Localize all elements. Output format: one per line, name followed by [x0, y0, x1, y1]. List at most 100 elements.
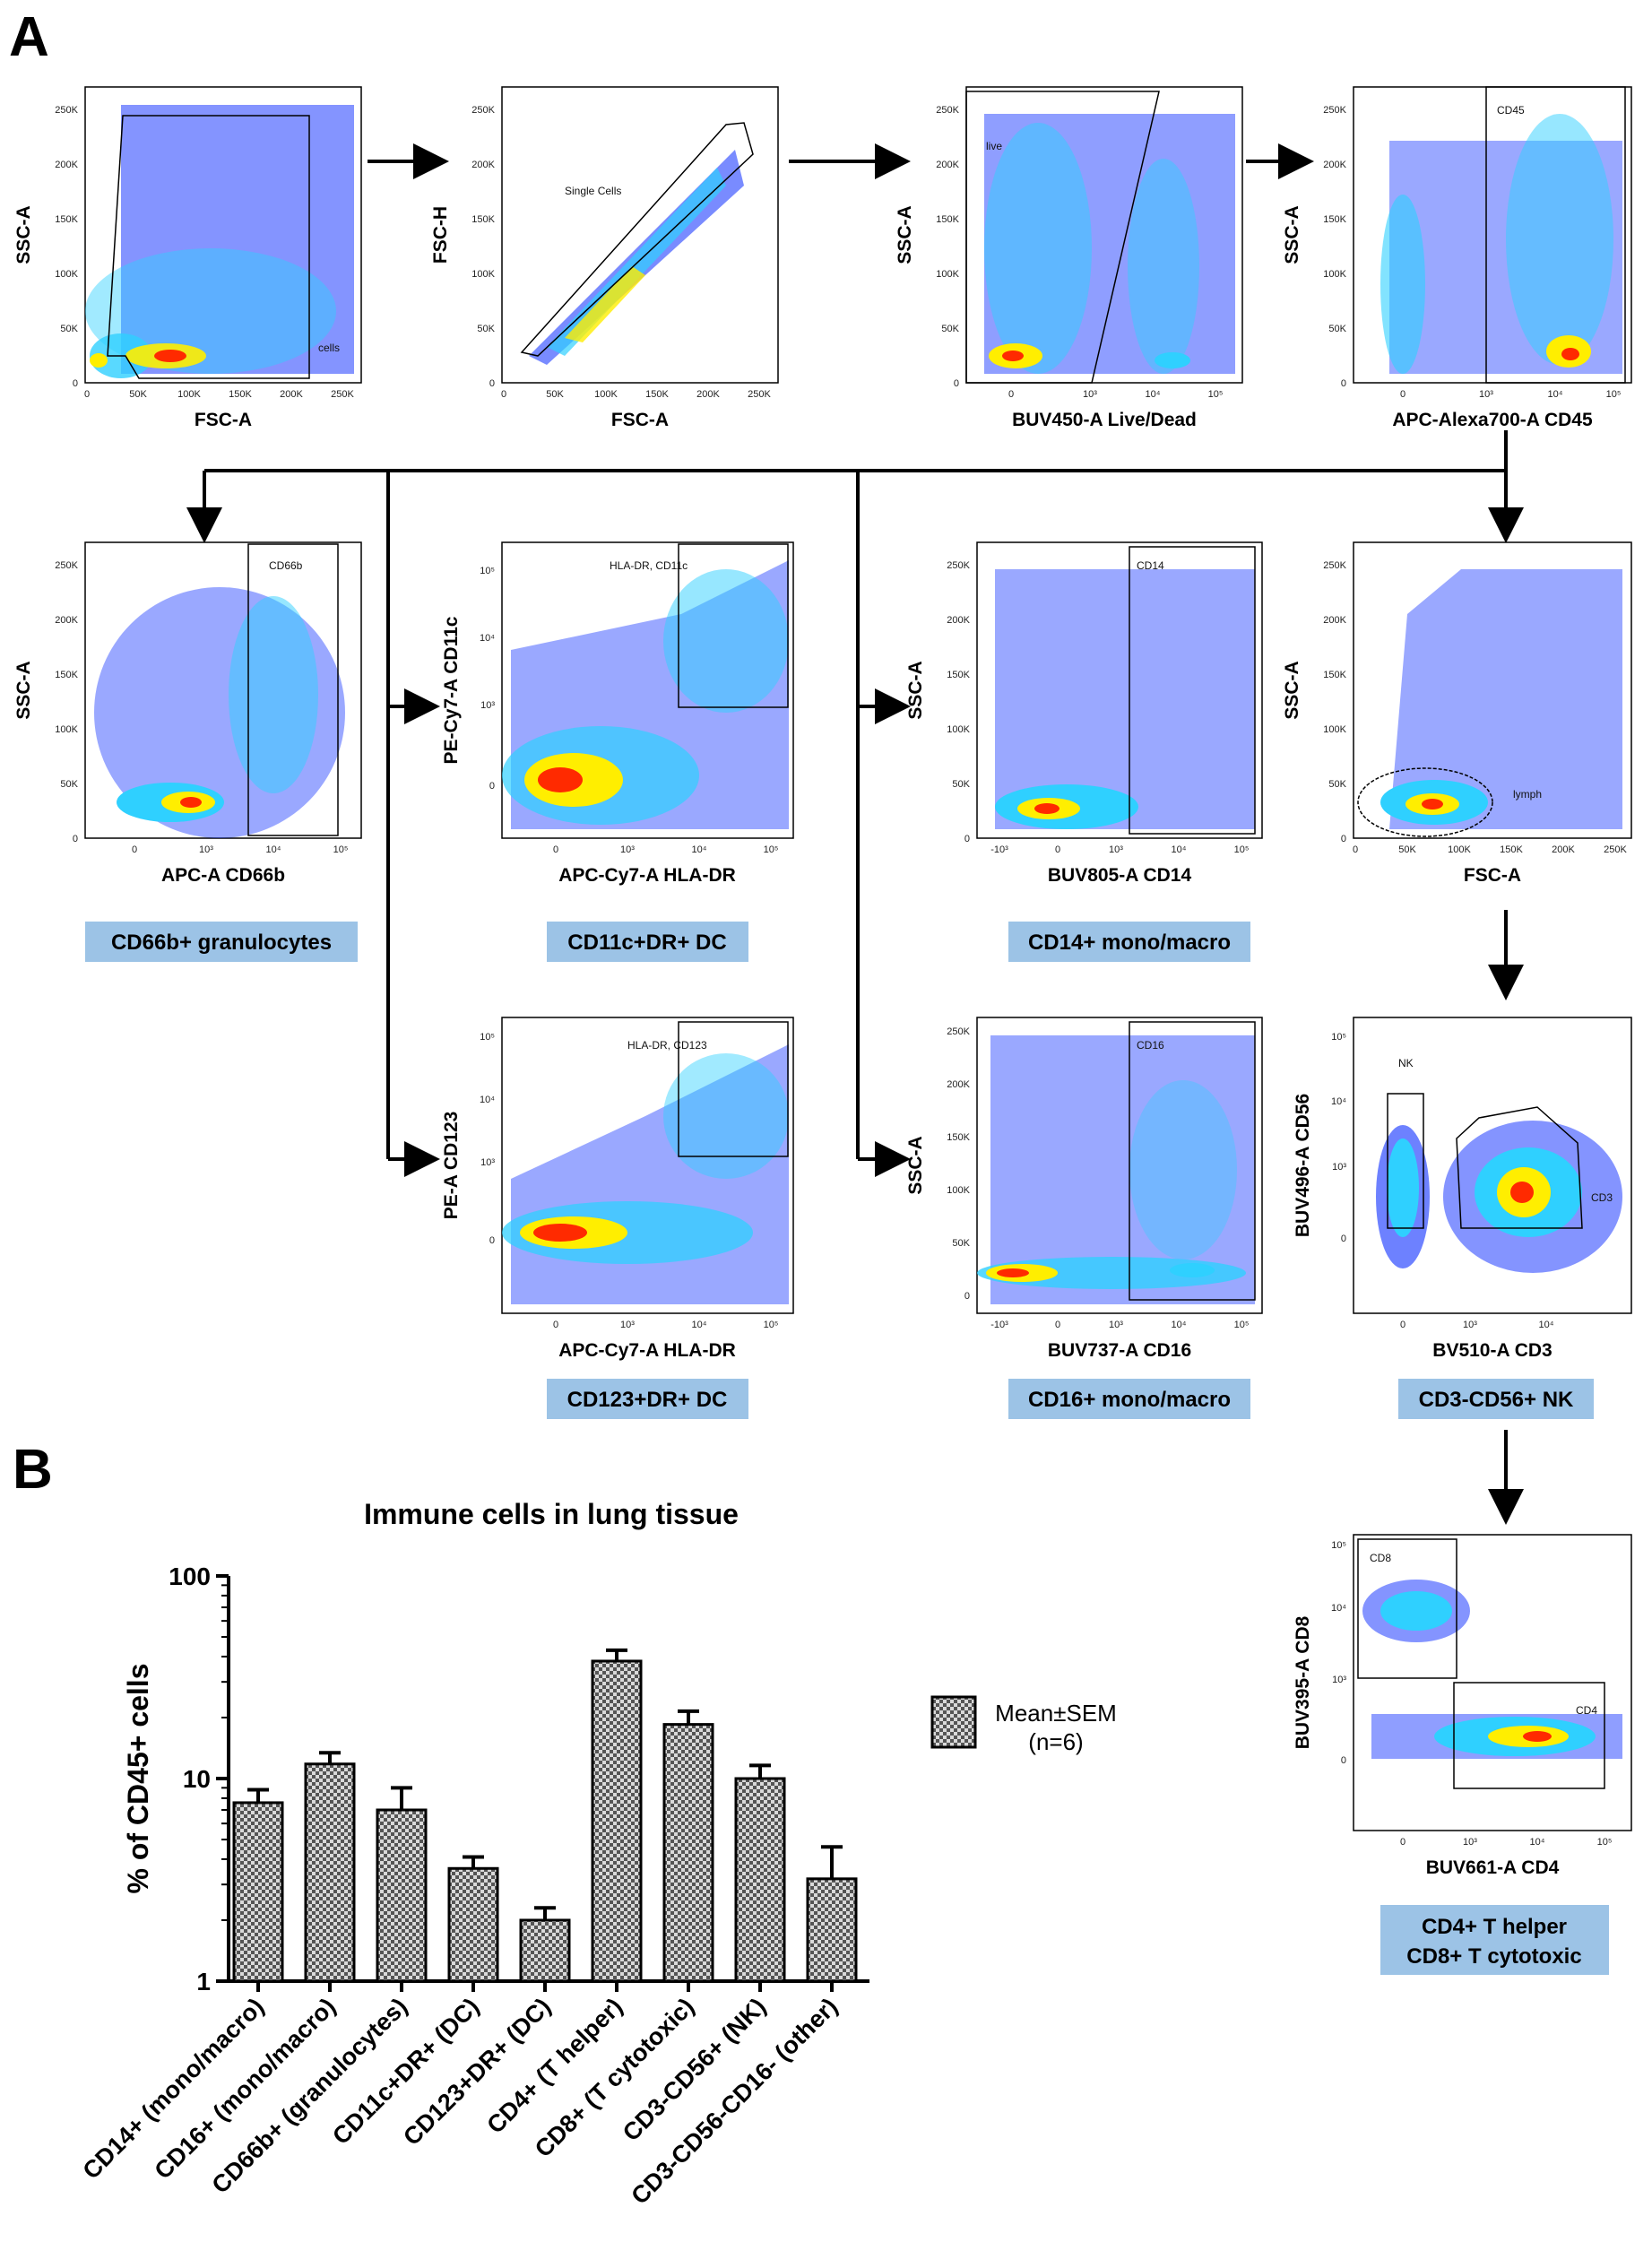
- flow-plot-cd16: CD16 0 50K 100K 150K 200K 250K -10³ 0 10…: [905, 1017, 1263, 1361]
- pop-label-text: CD66b+ granulocytes: [111, 931, 332, 955]
- xtick: 50K: [1398, 844, 1416, 855]
- density-cloud: [85, 105, 354, 378]
- ytick: 100K: [947, 724, 970, 735]
- xtick: 50K: [546, 389, 564, 400]
- bar: [376, 1808, 428, 1983]
- gate-cd16: [1129, 1021, 1256, 1301]
- x-axis-label: BV510-A CD3: [1432, 1340, 1552, 1361]
- ytick: 100K: [947, 1185, 970, 1196]
- ytick: 0: [489, 1235, 495, 1246]
- x-axis-label: APC-A CD66b: [161, 865, 285, 886]
- gate-dr-cd11c: [678, 543, 789, 708]
- density-cloud: [1376, 1121, 1622, 1273]
- xtick: 10⁵: [764, 844, 779, 855]
- y-axis-label: PE-A CD123: [441, 1112, 462, 1220]
- xtick: 200K: [696, 389, 720, 400]
- y-axis-label: BUV496-A CD56: [1293, 1094, 1313, 1237]
- ytick: 250K: [1323, 105, 1346, 116]
- xtick: 0: [553, 844, 558, 855]
- flow-arrows: [186, 143, 1524, 1525]
- panel-b-letter: B: [13, 1439, 53, 1501]
- gate-cells: [107, 115, 310, 379]
- gate-label: CD66b: [269, 559, 303, 572]
- ytick: 10³: [480, 1157, 495, 1168]
- pop-label-text: CD14+ mono/macro: [1028, 931, 1231, 955]
- bar: [232, 1801, 284, 1983]
- flow-plot-nk: NK CD3 0 10³ 10⁴ 10⁵ 0 10³ 10⁴ BV510-A C…: [1293, 1017, 1632, 1361]
- bar: [447, 1866, 499, 1983]
- xtick: 100K: [1448, 844, 1471, 855]
- ytick: 10⁵: [480, 1032, 495, 1043]
- panel-a-letter: A: [9, 6, 49, 68]
- y-axis-label: SSC-A: [13, 205, 34, 264]
- ytick: 100K: [471, 269, 495, 280]
- x-axis-label: APC-Cy7-A HLA-DR: [558, 865, 736, 886]
- flow-plot-cd11c: HLA-DR, CD11c 0 10³ 10⁴ 10⁵ 0 10³ 10⁴ 10…: [441, 541, 794, 886]
- pop-label-bg: [1398, 1379, 1594, 1419]
- ytick: 250K: [471, 105, 495, 116]
- y-axis-label: FSC-H: [430, 206, 451, 264]
- gate-label: CD14: [1137, 559, 1164, 572]
- gate-label: CD16: [1137, 1039, 1164, 1052]
- xtick: 0: [1008, 389, 1014, 400]
- xtick: 100K: [594, 389, 618, 400]
- gate-live: [965, 91, 1160, 384]
- ytick: 150K: [55, 670, 78, 680]
- xtick: 10³: [1479, 389, 1493, 400]
- ytick: 10³: [1332, 1162, 1346, 1173]
- pop-label-text: CD16+ mono/macro: [1028, 1388, 1231, 1412]
- xtick: 150K: [1500, 844, 1523, 855]
- ytick: 100K: [1323, 724, 1346, 735]
- y-tick-label: 1: [196, 1968, 211, 1995]
- xtick: 10⁴: [692, 844, 707, 855]
- xtick: 10⁴: [1172, 1320, 1187, 1330]
- pop-label-bg: [1008, 1379, 1250, 1419]
- pop-label-bg: [1008, 922, 1250, 962]
- error-bars: [247, 1648, 843, 1920]
- ytick: 50K: [941, 324, 959, 334]
- legend: Mean±SEM (n=6): [930, 1695, 1117, 1755]
- density-cloud: [502, 1044, 789, 1304]
- flow-plot-single-cells: Single Cells 0 50K 100K 150K 200K 250K 0…: [430, 86, 779, 430]
- ytick: 50K: [952, 779, 970, 790]
- xtick: 0: [553, 1320, 558, 1330]
- ytick: 10³: [1332, 1675, 1346, 1685]
- ytick: 200K: [55, 615, 78, 626]
- xtick: 10⁵: [1606, 389, 1622, 400]
- ytick: 0: [73, 834, 78, 844]
- xtick: 10⁴: [1172, 844, 1187, 855]
- ytick: 200K: [55, 160, 78, 170]
- ytick: 0: [1341, 1755, 1346, 1766]
- gate-label: HLA-DR, CD123: [627, 1039, 707, 1052]
- flow-plot-cells: cells 0 50K 100K 150K 200K 250K 0 50K 10…: [13, 86, 362, 430]
- ytick: 50K: [1328, 324, 1346, 334]
- density-cloud: [1362, 1580, 1622, 1759]
- gate-cd8: [1357, 1538, 1457, 1679]
- pop-label-t-cells: CD4+ T helper CD8+ T cytotoxic: [1380, 1905, 1609, 1975]
- gate-label: cells: [318, 342, 340, 354]
- x-tick-labels: CD14+ (mono/macro)CD16+ (mono/macro)CD66…: [77, 1981, 843, 2210]
- ytick: 250K: [55, 560, 78, 571]
- ytick: 10⁵: [1331, 1540, 1346, 1551]
- flow-plot-cd45: CD45 0 50K 100K 150K 200K 250K 0 10³ 10⁴…: [1282, 86, 1632, 430]
- bar-chart: Immune cells in lung tissue % of CD45+ c…: [77, 1498, 1116, 2210]
- y-axis-label: SSC-A: [1282, 661, 1302, 719]
- x-axis-label: FSC-A: [195, 410, 252, 430]
- xtick: 150K: [229, 389, 252, 400]
- xtick: 10⁵: [1208, 389, 1224, 400]
- y-axis-label: SSC-A: [1282, 205, 1302, 264]
- ytick: 250K: [55, 105, 78, 116]
- ytick: 200K: [947, 615, 970, 626]
- flow-plot-lymph: lymph 0 50K 100K 150K 200K 250K 0 50K 10…: [1282, 541, 1632, 886]
- bar: [806, 1877, 858, 1983]
- pop-label-bg: [1380, 1905, 1609, 1975]
- ytick: 0: [964, 834, 970, 844]
- xtick: 0: [1400, 389, 1405, 400]
- flow-plot-live: live 0 50K 100K 150K 200K 250K 0 10³ 10⁴…: [895, 86, 1243, 430]
- pop-label-cd16: CD16+ mono/macro: [1008, 1379, 1250, 1419]
- xtick: 10⁴: [692, 1320, 707, 1330]
- ytick: 0: [1341, 378, 1346, 389]
- xtick: 50K: [129, 389, 147, 400]
- ytick: 100K: [1323, 269, 1346, 280]
